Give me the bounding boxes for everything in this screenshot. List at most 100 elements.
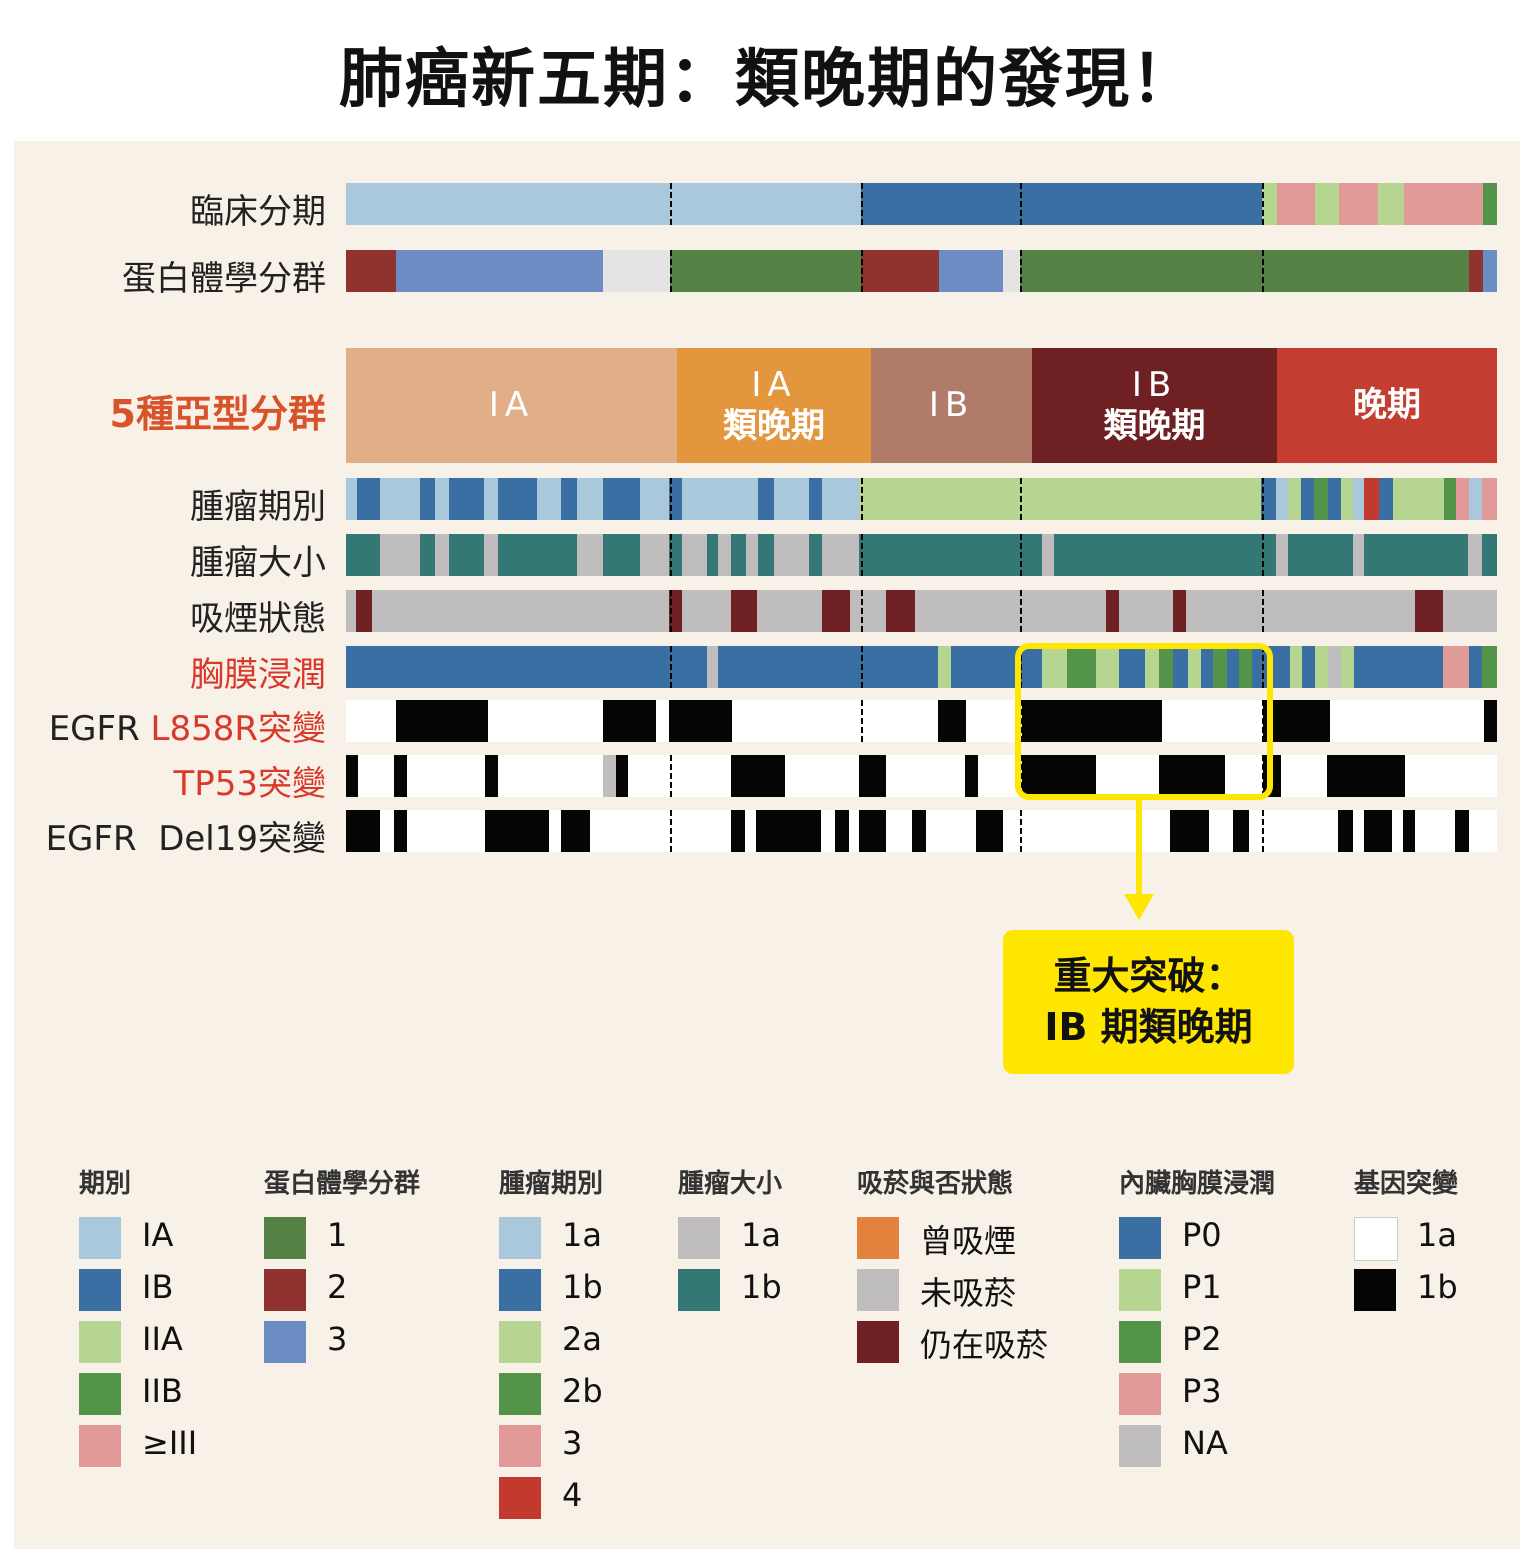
legend-swatch	[1354, 1217, 1398, 1261]
heatmap-cell	[1054, 534, 1276, 576]
page-title: 肺癌新五期：類晚期的發現！	[339, 43, 1197, 117]
row-label-text: 腫瘤期別	[190, 487, 326, 527]
legend-label: P0	[1182, 1216, 1222, 1254]
legend-label: 1	[327, 1216, 348, 1254]
group-boundary-line	[1262, 478, 1264, 520]
group-boundary-line	[1262, 810, 1264, 852]
heatmap-cell	[757, 590, 822, 632]
heatmap-row	[346, 183, 1497, 225]
legend-title: 蛋白體學分群	[264, 1169, 421, 1199]
heatmap-cell	[1287, 478, 1301, 520]
row-label: 蛋白體學分群	[122, 251, 326, 300]
row-label-text: 腫瘤大小	[190, 543, 326, 583]
heatmap-cell	[718, 646, 938, 688]
heatmap-cell	[861, 183, 1262, 225]
heatmap-cell	[1096, 646, 1119, 688]
heatmap-cell	[758, 478, 774, 520]
heatmap-cell	[1042, 534, 1054, 576]
heatmap-cell	[435, 534, 449, 576]
heatmap-cell	[938, 646, 951, 688]
legend-swatch	[79, 1425, 121, 1467]
group-boundary-line	[861, 183, 863, 225]
heatmap-cell	[1379, 478, 1393, 520]
heatmap-cell	[1042, 646, 1067, 688]
heatmap-cell	[1415, 590, 1443, 632]
heatmap-cell	[1145, 646, 1159, 688]
subtype-label: IA	[488, 385, 535, 426]
row-label: 吸煙狀態	[190, 591, 326, 640]
group-boundary-line	[1020, 646, 1022, 688]
heatmap-cell	[774, 478, 809, 520]
heatmap-cell	[1022, 755, 1096, 797]
group-boundary-line	[861, 646, 863, 688]
row-label-text: L858R突變	[150, 709, 326, 749]
heatmap-cell	[1173, 646, 1188, 688]
row-label-text: TP53突變	[173, 764, 326, 804]
heatmap-cell	[1455, 810, 1469, 852]
legend-title: 基因突變	[1354, 1169, 1459, 1199]
heatmap-cell	[1483, 183, 1497, 225]
heatmap-cell	[396, 700, 488, 742]
heatmap-cell	[420, 534, 435, 576]
legend-label: 1b	[741, 1268, 782, 1306]
heatmap-cell	[1328, 646, 1341, 688]
legend-label: 2b	[562, 1372, 603, 1410]
heatmap-cell	[976, 810, 1003, 852]
heatmap-row	[346, 590, 1497, 632]
heatmap-cell	[1482, 646, 1497, 688]
group-boundary-line	[1262, 183, 1264, 225]
legend-label: IA	[142, 1216, 174, 1254]
row-label-text: Del19突變	[158, 819, 326, 859]
group-boundary-line	[861, 810, 863, 852]
group-boundary-line	[670, 534, 672, 576]
heatmap-cell	[1341, 478, 1353, 520]
legend-title: 腫瘤期別	[499, 1169, 604, 1199]
heatmap-cell	[1443, 590, 1497, 632]
heatmap-cell	[435, 478, 449, 520]
heatmap-cell	[1484, 700, 1497, 742]
heatmap-cell	[602, 478, 640, 520]
group-boundary-line	[861, 755, 863, 797]
heatmap-cell	[449, 478, 484, 520]
heatmap-cell	[1201, 646, 1213, 688]
row-label: 胸膜浸潤	[190, 647, 326, 696]
group-boundary-line	[670, 478, 672, 520]
heatmap-cell	[668, 478, 682, 520]
heatmap-cell	[1353, 478, 1364, 520]
legend-label: IB	[142, 1268, 174, 1306]
heatmap-cell	[371, 590, 669, 632]
subtype-label: IB	[1131, 364, 1178, 405]
heatmap-cell	[915, 590, 1106, 632]
legend-swatch	[499, 1217, 541, 1259]
legend-swatch	[1119, 1321, 1161, 1363]
legend-label: P3	[1182, 1372, 1222, 1410]
subtype-label: IB	[928, 385, 975, 426]
heatmap-cell	[886, 590, 915, 632]
heatmap-cell	[602, 755, 616, 797]
heatmap-cell	[859, 478, 1261, 520]
annotation-line2: IB 期類晚期	[1044, 1005, 1253, 1049]
legend-swatch	[1119, 1217, 1161, 1259]
heatmap-row	[346, 250, 1497, 292]
group-boundary-line	[1262, 700, 1264, 742]
legend-title: 吸菸與否狀態	[857, 1169, 1014, 1199]
heatmap-cell	[420, 478, 435, 520]
group-boundary-line	[670, 646, 672, 688]
heatmap-cell	[1364, 810, 1392, 852]
subtype-row: IA IA 類晚期 IB IB 類晚期 晚期	[346, 348, 1497, 463]
row-label: TP53突變	[173, 756, 326, 805]
heatmap-cell	[602, 534, 640, 576]
subtype-sublabel: 類晚期	[1103, 405, 1206, 446]
heatmap-cell	[1339, 183, 1378, 225]
heatmap-cell	[912, 810, 926, 852]
heatmap-cell	[346, 755, 358, 797]
group-boundary-line	[1262, 250, 1264, 292]
group-boundary-line	[861, 700, 863, 742]
heatmap-cell	[861, 250, 939, 292]
row-label-text: 吸煙狀態	[190, 599, 326, 639]
legend-swatch	[499, 1425, 541, 1467]
heatmap-cell	[1341, 646, 1354, 688]
subtype-cell: IA 類晚期	[677, 348, 871, 463]
heatmap-cell	[731, 810, 745, 852]
